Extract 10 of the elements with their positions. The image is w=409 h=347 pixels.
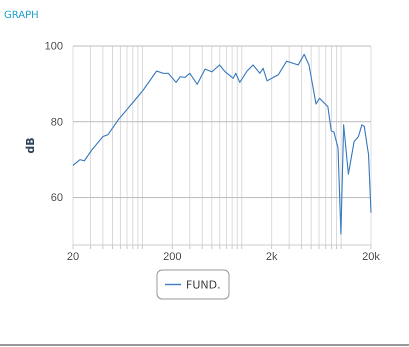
- x-tick-label: 200: [163, 250, 182, 263]
- x-tick-label: 2k: [266, 250, 278, 263]
- x-tick-label: 20: [66, 250, 80, 263]
- y-tick-label: 80: [50, 116, 63, 128]
- y-tick-label: 60: [50, 192, 63, 204]
- x-tick-label: 20k: [362, 250, 380, 263]
- legend-label: FUND.: [186, 278, 221, 292]
- chart-title: GRAPH: [4, 10, 39, 21]
- y-axis-title: dB: [24, 137, 37, 154]
- y-tick-label: 100: [44, 40, 63, 53]
